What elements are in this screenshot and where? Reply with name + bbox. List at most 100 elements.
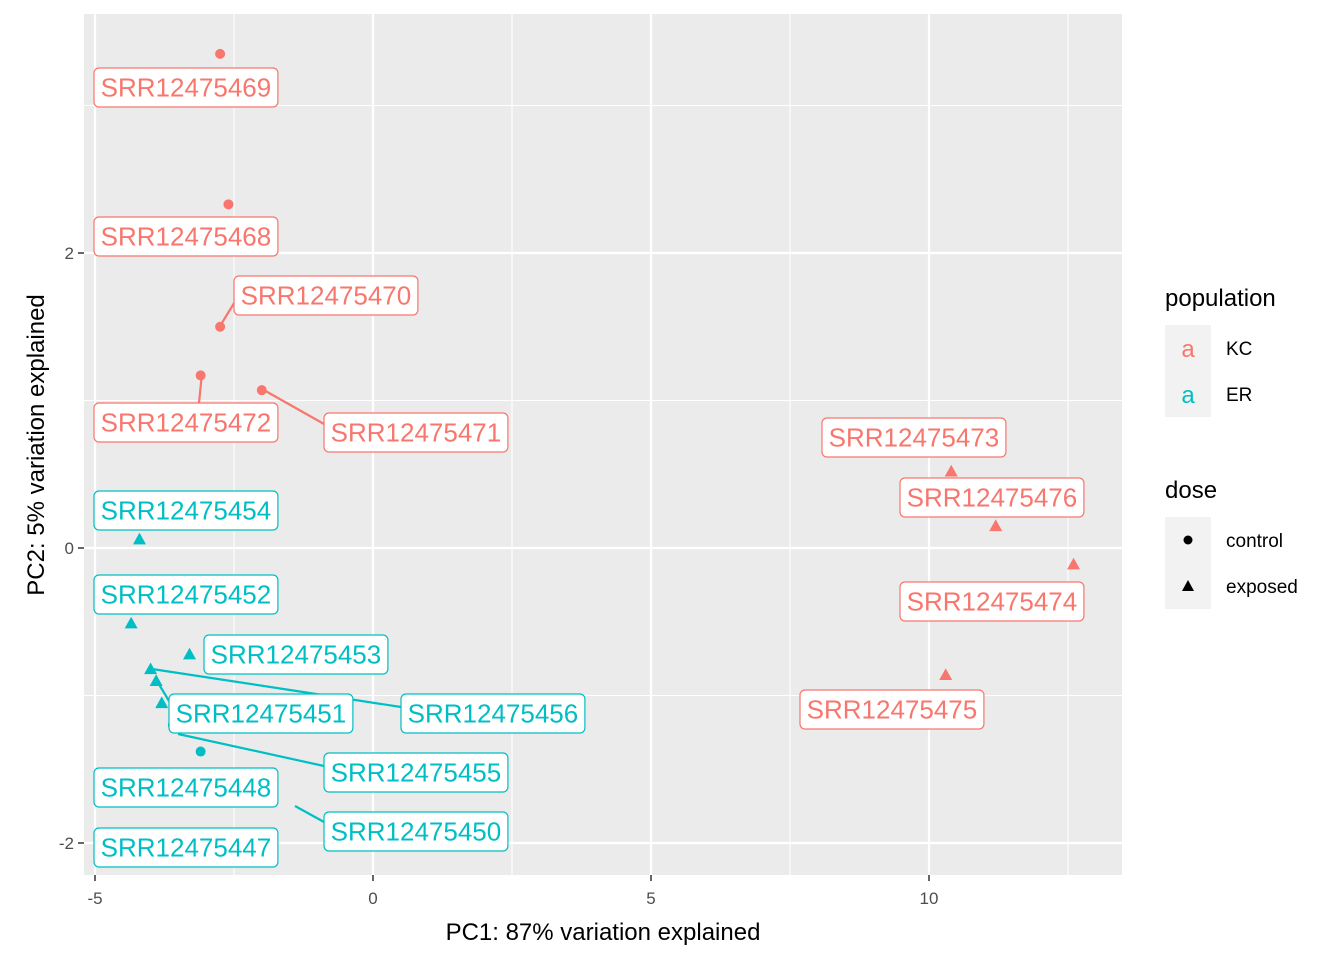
axes: -5 0 5 10 -2 0 2 <box>59 244 939 908</box>
point-control <box>215 48 226 59</box>
label-text: SRR12475471 <box>331 418 502 448</box>
label-text: SRR12475453 <box>211 640 382 670</box>
label-text: SRR12475456 <box>408 699 579 729</box>
point-exposed <box>1067 557 1081 570</box>
point-label: SRR12475447 <box>93 827 279 868</box>
point-exposed <box>124 616 138 629</box>
legend-key-glyph: a <box>1181 336 1195 363</box>
label-text: SRR12475454 <box>101 496 272 526</box>
label-box <box>203 634 389 675</box>
point-labels: SRR12475469 SRR12475468 SRR12475470 SRR1247… <box>93 67 1085 868</box>
point-label: SRR12475471 <box>323 412 509 453</box>
y-tick-label: 2 <box>65 244 74 263</box>
label-box <box>93 402 279 443</box>
x-axis-title: PC1: 87% variation explained <box>446 919 761 946</box>
point-exposed <box>939 668 953 681</box>
point-control <box>195 370 206 381</box>
label-box <box>899 477 1085 518</box>
label-box <box>93 827 279 868</box>
label-box <box>93 767 279 808</box>
grid-minor <box>84 14 1122 875</box>
legend-label: control <box>1226 531 1283 552</box>
point-label: SRR12475473 <box>821 417 1007 458</box>
point-label: SRR12475468 <box>93 216 279 257</box>
label-text: SRR12475455 <box>331 758 502 788</box>
label-connector <box>177 732 325 768</box>
point-label: SRR12475450 <box>323 811 509 852</box>
point-control <box>223 199 234 210</box>
legend-label: ER <box>1226 385 1252 406</box>
legend-label: KC <box>1226 339 1252 360</box>
point-exposed <box>944 464 958 477</box>
label-box <box>400 693 586 734</box>
point-label: SRR12475470 <box>233 275 419 316</box>
y-axis-title: PC2: 5% variation explained <box>23 294 50 596</box>
label-box <box>93 574 279 615</box>
label-text: SRR12475476 <box>907 483 1078 513</box>
x-tick-label: 10 <box>920 889 939 908</box>
point-exposed <box>155 696 169 709</box>
label-text: SRR12475468 <box>101 222 272 252</box>
x-tick-label: 0 <box>368 889 377 908</box>
label-box <box>93 490 279 531</box>
point-label: SRR12475451 <box>168 693 354 734</box>
label-box <box>323 412 509 453</box>
point-label: SRR12475472 <box>93 402 279 443</box>
label-connector <box>219 299 237 327</box>
legend-key-glyph: a <box>1181 382 1195 409</box>
label-text: SRR12475452 <box>101 580 272 610</box>
point-exposed <box>144 662 158 675</box>
legend: population a KC a ER dose control exposed <box>1165 285 1298 609</box>
label-text: SRR12475470 <box>241 281 412 311</box>
label-box <box>899 581 1085 622</box>
label-text: SRR12475451 <box>176 699 347 729</box>
x-tick-label: 5 <box>646 889 655 908</box>
point-label: SRR12475448 <box>93 767 279 808</box>
point-label: SRR12475476 <box>899 477 1085 518</box>
label-text: SRR12475473 <box>829 423 1000 453</box>
label-box <box>323 752 509 793</box>
y-tick-label: -2 <box>59 834 74 853</box>
point-exposed <box>132 532 146 545</box>
legend-key-bg <box>1165 371 1211 417</box>
point-label: SRR12475453 <box>203 634 389 675</box>
point-exposed <box>183 647 197 660</box>
label-text: SRR12475448 <box>101 773 272 803</box>
label-box <box>799 689 985 730</box>
point-label: SRR12475474 <box>899 581 1085 622</box>
label-text: SRR12475474 <box>907 587 1078 617</box>
label-text: SRR12475472 <box>101 408 272 438</box>
label-box <box>93 216 279 257</box>
legend-triangle-shape <box>1182 580 1194 591</box>
legend-title-dose: dose <box>1165 477 1217 504</box>
y-tick-label: 0 <box>65 539 74 558</box>
legend-circle-shape <box>1183 535 1193 545</box>
point-label: SRR12475456 <box>400 693 586 734</box>
legend-title-population: population <box>1165 285 1276 312</box>
point-label: SRR12475469 <box>93 67 279 108</box>
point-label: SRR12475454 <box>93 490 279 531</box>
legend-key-bg <box>1165 325 1211 371</box>
label-box <box>323 811 509 852</box>
x-tick-label: -5 <box>87 889 102 908</box>
point-control <box>195 746 206 757</box>
label-box <box>821 417 1007 458</box>
point-label: SRR12475452 <box>93 574 279 615</box>
point-label: SRR12475455 <box>323 752 509 793</box>
point-label: SRR12475475 <box>799 689 985 730</box>
label-text: SRR12475475 <box>807 695 978 725</box>
label-box <box>168 693 354 734</box>
label-text: SRR12475447 <box>101 833 272 863</box>
label-text: SRR12475469 <box>101 73 272 103</box>
label-connector <box>294 805 325 823</box>
point-exposed <box>149 674 163 686</box>
label-connector <box>151 667 402 709</box>
label-box <box>93 67 279 108</box>
point-exposed <box>989 519 1003 532</box>
label-connector <box>261 388 325 425</box>
label-box <box>233 275 419 316</box>
label-text: SRR12475450 <box>331 817 502 847</box>
point-control <box>256 385 267 396</box>
legend-label: exposed <box>1226 577 1298 598</box>
